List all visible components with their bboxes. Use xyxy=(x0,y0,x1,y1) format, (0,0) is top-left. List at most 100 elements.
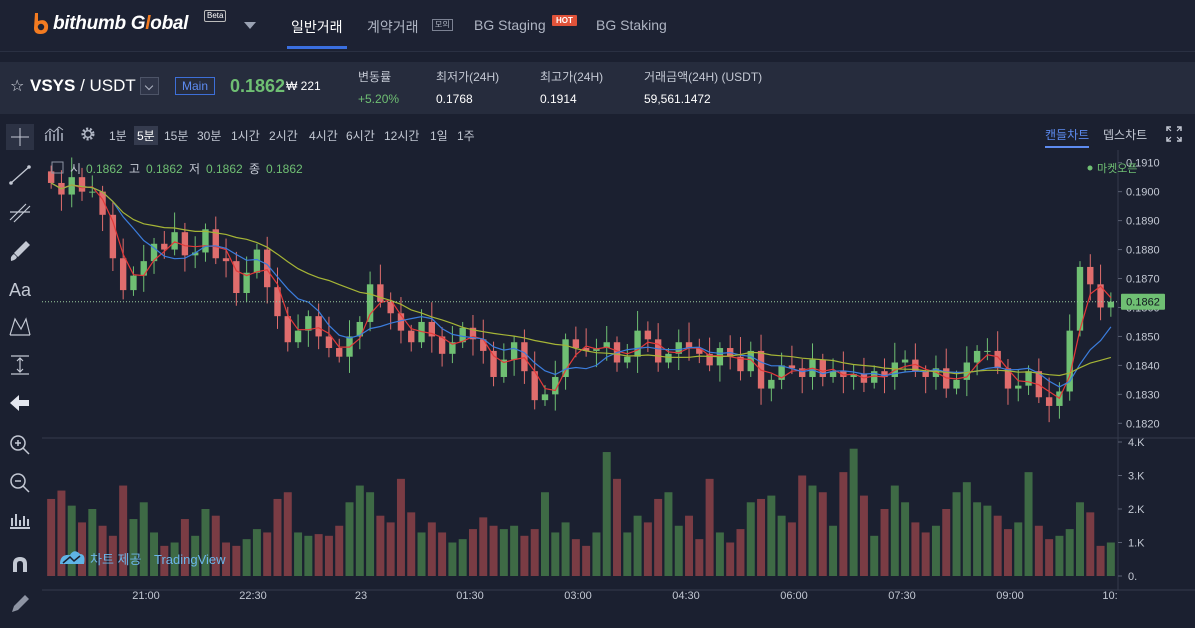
interval-6[interactable]: 4시간 xyxy=(309,129,338,143)
volume-bar xyxy=(396,478,405,576)
price-tick-label: 0.1910 xyxy=(1126,158,1160,170)
volume-bar xyxy=(479,517,488,576)
interval-2[interactable]: 15분 xyxy=(164,129,189,143)
volume-bar xyxy=(643,522,652,576)
interval-7[interactable]: 6시간 xyxy=(346,129,375,143)
candle-body xyxy=(510,342,518,360)
volume-bar xyxy=(242,539,251,576)
candle-body xyxy=(171,232,178,250)
brand-menu-chevron-down-icon[interactable] xyxy=(244,22,256,29)
nav-bg-staking[interactable]: BG Staking xyxy=(596,17,667,33)
trend-line-icon[interactable] xyxy=(6,162,34,188)
candle-body xyxy=(119,258,127,291)
volume-bar xyxy=(870,535,879,576)
interval-10[interactable]: 1주 xyxy=(457,129,475,143)
candle-body xyxy=(161,243,168,250)
price-tick-label: 0.1850 xyxy=(1126,331,1160,343)
tradingview-watermark[interactable]: 차트 제공 TradingView xyxy=(60,551,226,567)
interval-1[interactable]: 5분 xyxy=(134,126,158,145)
candle-body xyxy=(449,342,456,354)
interval-9[interactable]: 1일 xyxy=(430,129,448,143)
volume-bar xyxy=(613,478,621,576)
candle-body xyxy=(500,359,508,377)
volume-bar xyxy=(551,532,560,576)
tab-depth-chart[interactable]: 뎁스차트 xyxy=(1103,128,1148,142)
volume-bar xyxy=(983,505,992,576)
volume-bar xyxy=(726,542,735,576)
time-tick-label: 03:00 xyxy=(564,590,592,602)
indicators-icon[interactable] xyxy=(44,125,64,143)
volume-bar xyxy=(252,529,261,576)
back-arrow-icon[interactable] xyxy=(6,390,34,416)
nav-active-underline xyxy=(287,46,347,49)
candle-body xyxy=(438,336,446,354)
interval-0[interactable]: 1분 xyxy=(109,129,127,143)
volume-bar xyxy=(78,522,86,576)
magnet-icon[interactable] xyxy=(6,552,34,578)
volume-tick-label: 0. xyxy=(1128,571,1137,583)
volume-bar xyxy=(386,522,395,576)
volume-bar xyxy=(407,512,416,576)
zoom-out-icon[interactable] xyxy=(6,470,34,496)
candle-body xyxy=(562,339,569,377)
cloud-chart-icon xyxy=(62,555,81,564)
fullscreen-icon[interactable] xyxy=(1166,126,1182,142)
price-tick-label: 0.1840 xyxy=(1126,360,1160,372)
candle-body xyxy=(696,348,703,354)
volume-bar xyxy=(98,525,107,576)
brush-icon[interactable] xyxy=(6,238,34,264)
candle-body xyxy=(912,359,919,372)
volume-bar xyxy=(489,525,498,576)
nav-futures-trading[interactable]: 계약거래 xyxy=(367,19,419,35)
volume-bar xyxy=(1065,529,1074,576)
price-chart[interactable]: 0.19100.19000.18900.18800.18700.18600.18… xyxy=(42,150,1195,623)
nav-bg-staging[interactable]: BG Staging xyxy=(474,17,546,33)
candle-body xyxy=(140,261,147,276)
price-tick-label: 0.1890 xyxy=(1126,216,1160,228)
tab-candle-chart[interactable]: 캔들차트 xyxy=(1045,126,1090,148)
candle-body xyxy=(778,365,785,380)
settings-gear-icon[interactable] xyxy=(80,126,96,142)
volume-bar xyxy=(1086,512,1095,576)
volume-bar xyxy=(798,475,807,576)
candle-body xyxy=(973,350,981,363)
last-price-label: 0.1862 xyxy=(1126,297,1160,309)
pencil-lock-icon[interactable] xyxy=(6,590,34,616)
candle-body xyxy=(737,356,744,372)
volume-tick-label: 1.K xyxy=(1128,538,1145,550)
chart-canvas[interactable]: 0.19100.19000.18900.18800.18700.18600.18… xyxy=(42,150,1195,623)
fib-tool-icon[interactable] xyxy=(6,200,34,226)
interval-8[interactable]: 12시간 xyxy=(384,129,420,143)
zoom-in-icon[interactable] xyxy=(6,432,34,458)
pattern-tool-icon[interactable] xyxy=(6,314,34,340)
candle-body xyxy=(1015,385,1022,389)
interval-3[interactable]: 30분 xyxy=(197,129,222,143)
volume-bar xyxy=(1034,525,1043,576)
favorite-star-icon[interactable]: ☆ xyxy=(10,78,25,95)
candle-body xyxy=(181,232,189,256)
volume-bar xyxy=(911,522,920,576)
nav-spot-trading[interactable]: 일반거래 xyxy=(291,19,343,35)
volume-bar xyxy=(942,509,951,576)
interval-5[interactable]: 2시간 xyxy=(269,129,298,143)
candle-body xyxy=(963,362,971,380)
legend-collapse-icon[interactable] xyxy=(51,161,64,174)
volume-tick-label: 3.K xyxy=(1128,471,1145,483)
volume-bar xyxy=(880,509,889,576)
price-tick-label: 0.1830 xyxy=(1126,389,1160,401)
volume-bar xyxy=(438,532,447,576)
candle-body xyxy=(459,327,466,343)
bar-style-icon[interactable] xyxy=(6,508,34,534)
time-tick-label: 04:30 xyxy=(672,590,700,602)
last-price-label-bg xyxy=(1121,293,1165,310)
trading-pair[interactable]: VSYS / USDT xyxy=(30,76,136,95)
market-tag: Main xyxy=(175,77,215,95)
measure-tool-icon[interactable] xyxy=(6,352,34,378)
brand-logo[interactable]: bithumb Global Beta xyxy=(32,10,227,36)
volume-bar xyxy=(47,498,56,576)
pair-dropdown-chevron-icon[interactable] xyxy=(140,77,159,95)
interval-4[interactable]: 1시간 xyxy=(231,129,260,143)
crosshair-icon[interactable] xyxy=(6,124,34,150)
candle-body xyxy=(130,275,137,291)
text-tool-icon[interactable]: Aa xyxy=(8,280,32,300)
